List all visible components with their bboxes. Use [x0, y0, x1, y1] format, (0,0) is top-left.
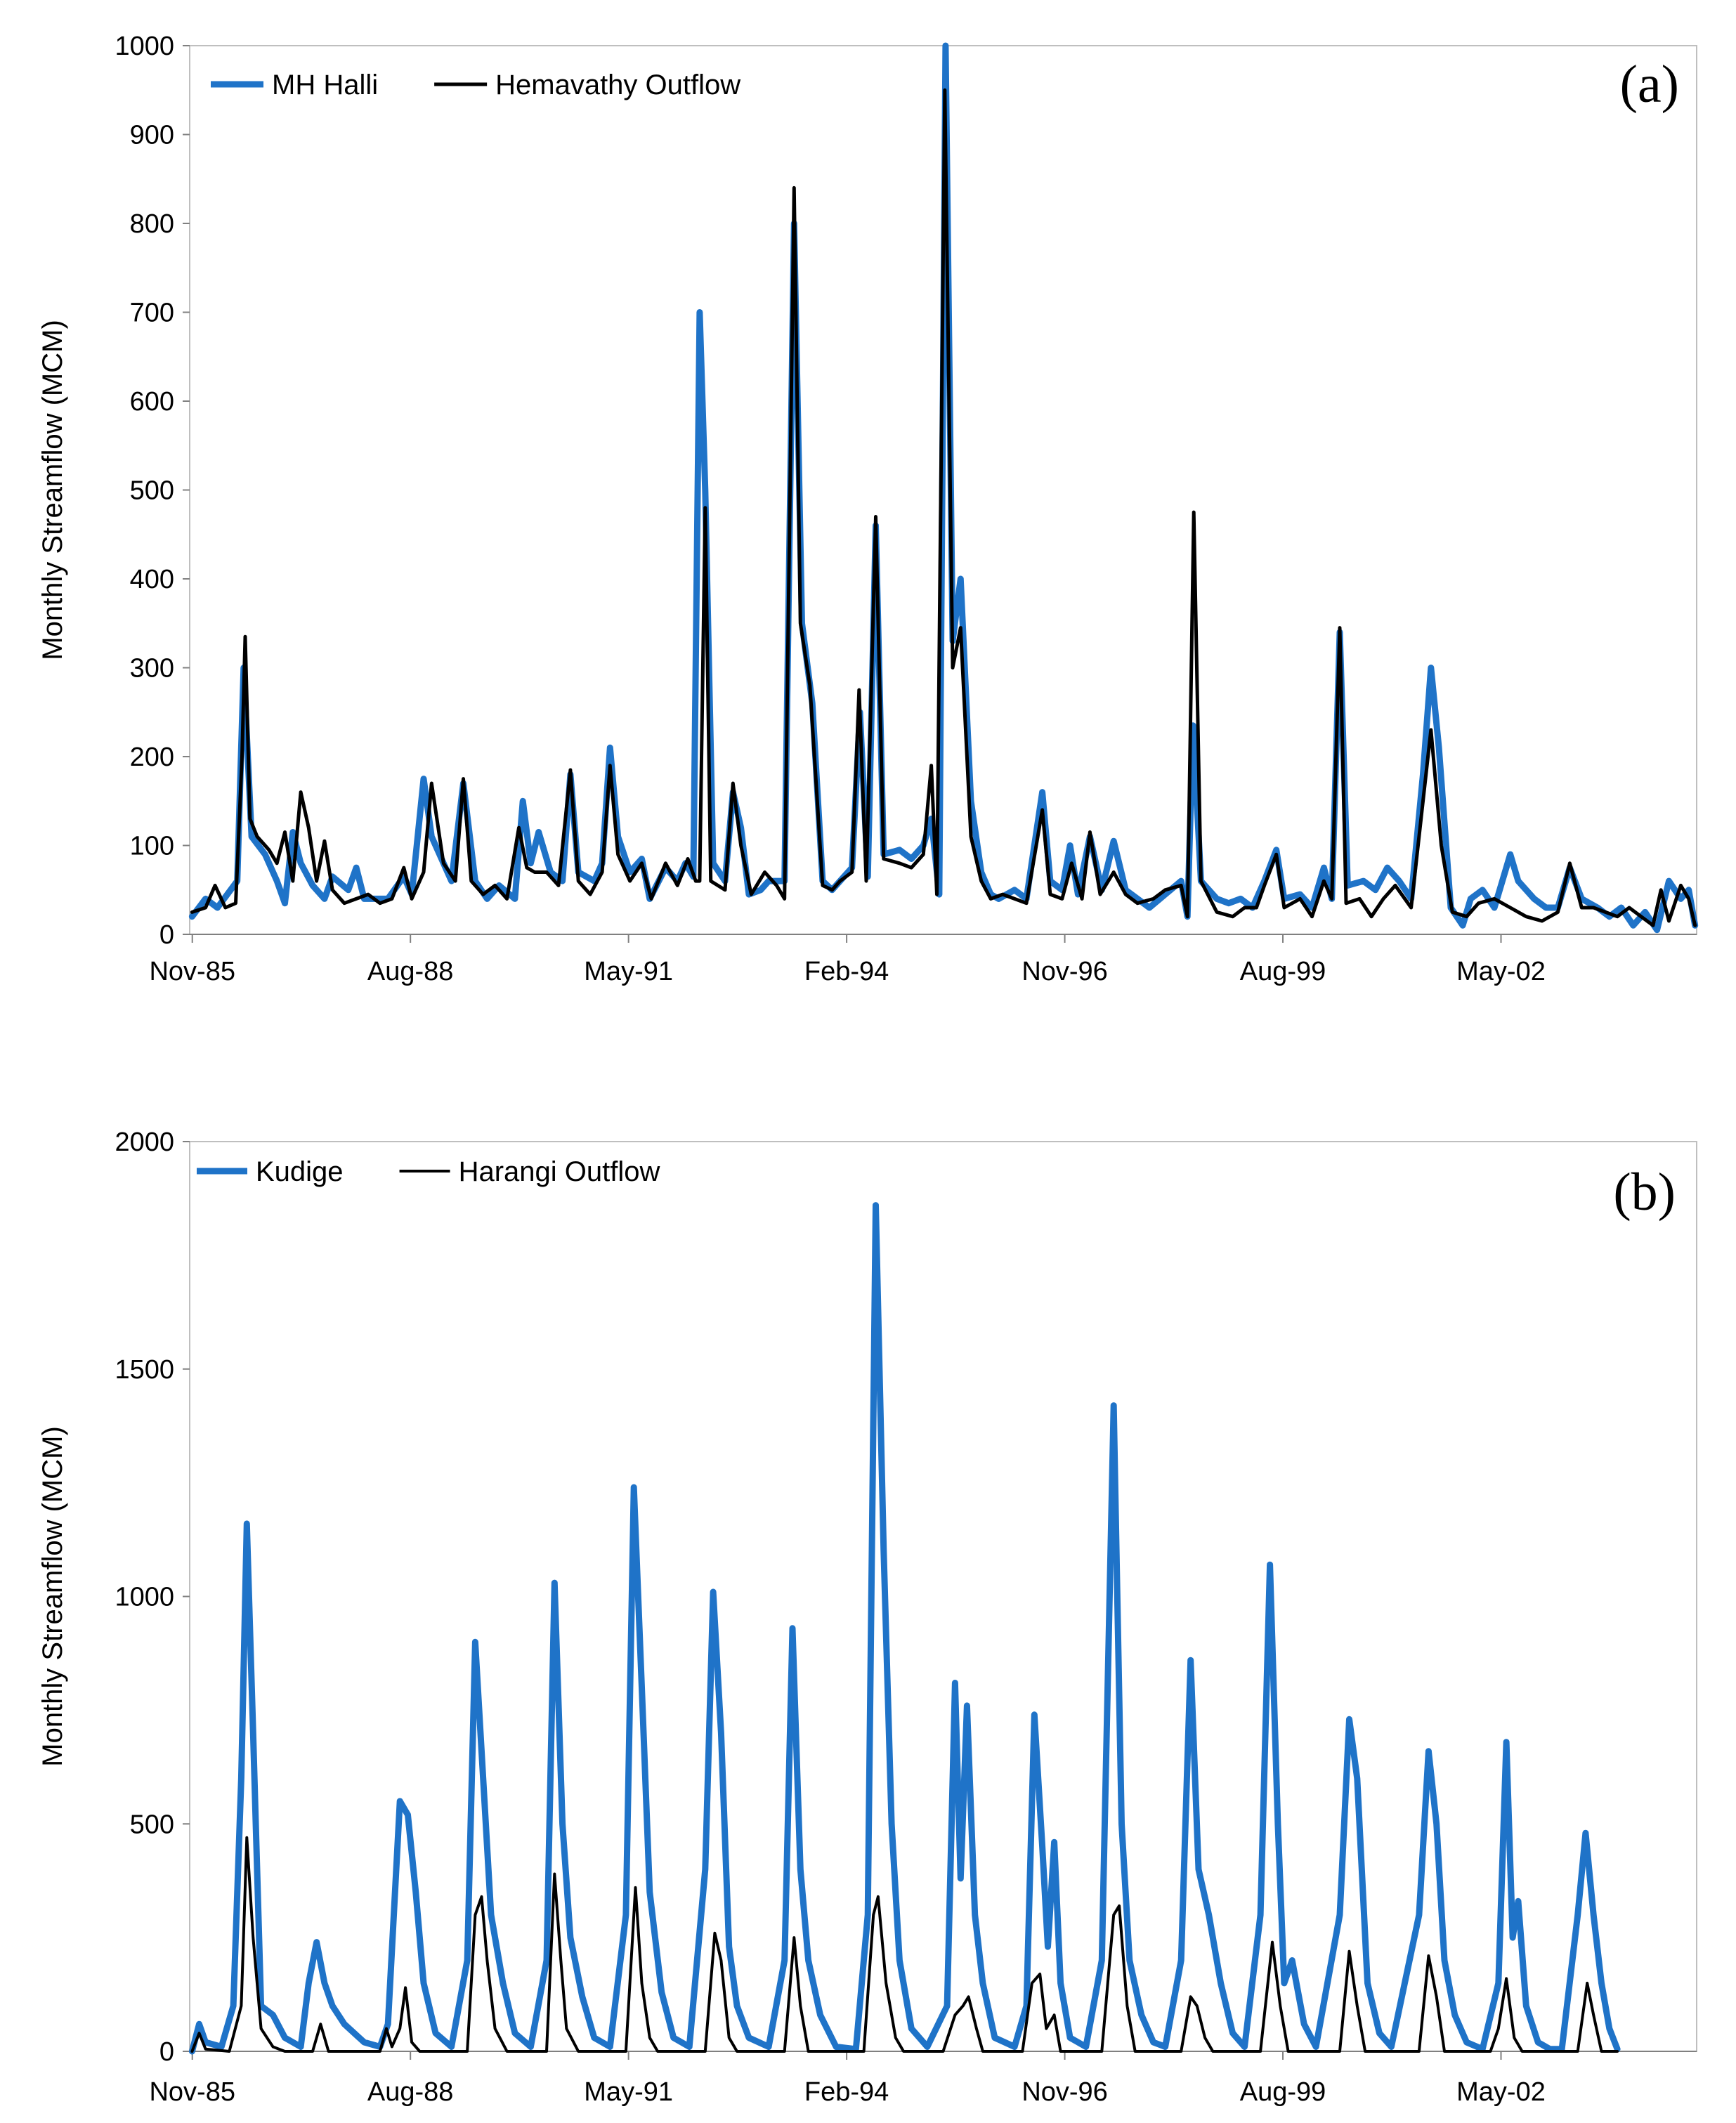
- panel-b: 0 500 1000 1500 2000 Nov-85 Aug-88 May-91 Feb-94…: [37, 1128, 1697, 2107]
- legend-label: MH Halli: [272, 70, 378, 100]
- y-tick-label: 600: [130, 387, 174, 417]
- x-tick-label: Nov-96: [1022, 2077, 1108, 2107]
- series-line-hemavathy-outflow: [190, 88, 1697, 927]
- y-tick-label: 900: [130, 121, 174, 150]
- y-tick-label: 400: [130, 565, 174, 594]
- x-tick-label: Aug-88: [367, 2077, 454, 2107]
- legend-label: Harangi Outflow: [459, 1156, 660, 1187]
- y-axis-title: Monthly Streamflow (MCM): [37, 1426, 68, 1767]
- x-tick-label: May-91: [584, 957, 673, 986]
- y-tick-label: 700: [130, 299, 174, 328]
- series-line-harangi-outflow: [190, 1836, 1619, 2053]
- x-tick-label: May-91: [584, 2077, 673, 2107]
- y-tick-label: 500: [130, 476, 174, 506]
- y-tick-label: 800: [130, 209, 174, 239]
- y-tick-label: 2000: [115, 1128, 174, 1157]
- x-tick-label: Aug-88: [367, 957, 454, 986]
- x-tick-label: Aug-99: [1240, 957, 1326, 986]
- y-tick-label: 200: [130, 743, 174, 772]
- y-axis-title: Monthly Streamflow (MCM): [37, 320, 68, 660]
- y-tick-label: 100: [130, 832, 174, 861]
- x-tick-label: May-02: [1456, 957, 1546, 986]
- x-tick-label: Nov-96: [1022, 957, 1108, 986]
- x-tick-label: Feb-94: [804, 2077, 889, 2107]
- x-tick-label: May-02: [1456, 2077, 1546, 2107]
- legend-label: Kudige: [256, 1156, 344, 1187]
- y-tick-label: 1000: [115, 1583, 174, 1612]
- x-tick-label: Nov-85: [149, 957, 235, 986]
- y-tick-label: 300: [130, 654, 174, 684]
- x-tick-label: Feb-94: [804, 957, 889, 986]
- panel-a: 0 100 200 300 400 500 600 700 800 900 1000 Nov-85 Au…: [37, 32, 1699, 986]
- x-tick-label: Nov-85: [149, 2077, 235, 2107]
- y-tick-label: 500: [130, 1810, 174, 1839]
- legend-label: Hemavathy Outflow: [495, 70, 740, 100]
- series-line-kudige: [188, 1202, 1621, 2055]
- y-tick-label: 0: [159, 920, 174, 950]
- panel-label: (b): [1613, 1163, 1676, 1222]
- panel-label: (a): [1620, 55, 1679, 114]
- x-tick-label: Aug-99: [1240, 2077, 1326, 2107]
- y-tick-label: 0: [159, 2037, 174, 2067]
- y-tick-label: 1000: [115, 32, 174, 61]
- y-tick-label: 1500: [115, 1355, 174, 1385]
